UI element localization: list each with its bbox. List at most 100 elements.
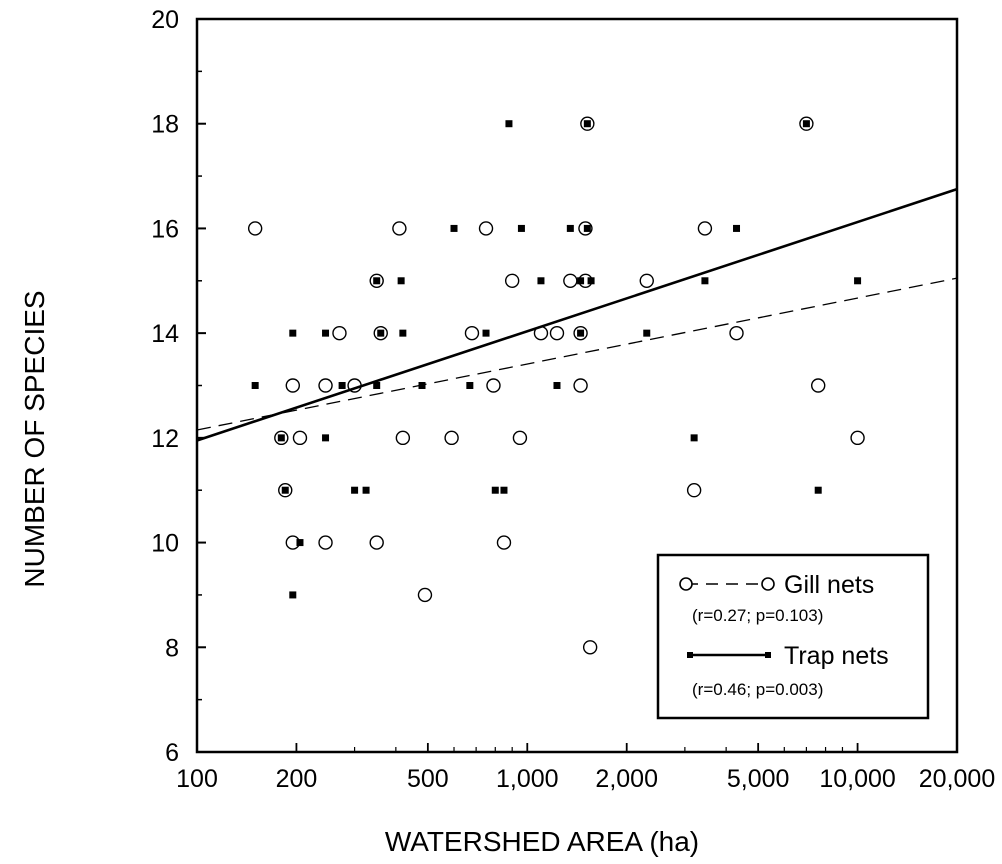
gill-nets-point [318, 378, 333, 393]
trap-nets-point [373, 382, 381, 389]
y-tick-label: 16 [151, 215, 179, 243]
gill-nets-point [850, 430, 865, 446]
x-tick-label: 100 [176, 765, 218, 793]
trap-nets-point [583, 224, 591, 232]
y-tick-label: 10 [151, 530, 179, 558]
x-tick-label: 10,000 [819, 765, 895, 793]
gill-nets-point [392, 221, 407, 236]
y-tick-label: 18 [151, 111, 179, 139]
trap-nets-point [854, 277, 862, 285]
x-axis-title: WATERSHED AREA (ha) [385, 826, 699, 857]
trap-nets-point [281, 486, 289, 494]
gill-nets-point [729, 325, 744, 341]
x-tick-label: 200 [276, 765, 318, 793]
legend-gill-circle-icon [761, 577, 775, 591]
gill-nets-point [496, 535, 512, 550]
gill-nets-point [332, 325, 347, 341]
trap-nets-point [362, 486, 370, 494]
y-tick-label: 6 [165, 739, 179, 767]
trap-nets-fit-line [196, 187, 958, 442]
x-tick-label: 2,000 [595, 765, 658, 793]
x-tick-label: 500 [407, 765, 449, 793]
trap-nets-point [466, 382, 474, 389]
gill-nets-point [533, 325, 549, 341]
trap-nets-point [517, 224, 525, 232]
gill-nets-point [285, 378, 300, 393]
gill-nets-point [347, 378, 362, 393]
trap-nets-point [418, 382, 426, 389]
legend-trap-square-icon [765, 652, 771, 658]
y-tick-label: 20 [151, 6, 179, 34]
legend-gill-stats: (r=0.27; p=0.103) [692, 606, 823, 625]
gill-nets-point [578, 221, 593, 236]
trap-nets-point [583, 120, 591, 128]
gill-nets-fit-line [196, 277, 958, 431]
y-tick-label: 14 [151, 320, 179, 348]
trap-nets-point [351, 486, 359, 494]
trap-nets-point [690, 434, 698, 442]
trap-nets-point [399, 329, 407, 337]
y-axis-title: NUMBER OF SPECIES [19, 290, 50, 587]
gill-nets-point [697, 221, 713, 236]
legend-box [656, 553, 930, 720]
trap-nets-point [289, 591, 297, 599]
gill-nets-point [274, 430, 289, 446]
gill-nets-point [563, 273, 578, 288]
trap-nets-point [277, 434, 285, 442]
trap-nets-point [553, 382, 561, 389]
gill-nets-point [444, 430, 459, 446]
trap-nets-point [587, 277, 595, 285]
trap-nets-point [296, 539, 304, 547]
trap-nets-point [491, 486, 499, 494]
trap-nets-point [450, 224, 458, 232]
gill-nets-point [486, 378, 501, 393]
gill-nets-point [478, 221, 494, 236]
trap-nets-point [537, 277, 545, 285]
trap-nets-point [643, 329, 651, 337]
gill-nets-point [369, 535, 384, 550]
trap-nets-point [397, 277, 405, 285]
trap-nets-point [322, 329, 330, 337]
gill-nets-point [582, 640, 598, 655]
x-tick-label: 5,000 [727, 765, 790, 793]
gill-nets-point [549, 325, 565, 341]
gill-nets-point [278, 483, 293, 498]
gill-nets-point [395, 430, 411, 446]
legend-trap-label: Trap nets [784, 642, 889, 670]
trap-nets-point [733, 224, 741, 232]
gill-nets-point [573, 378, 588, 393]
trap-nets-point [377, 329, 385, 337]
trap-nets-point [505, 120, 513, 128]
trap-nets-point [814, 486, 822, 494]
legend-trap-stats: (r=0.46; p=0.003) [692, 680, 823, 699]
gill-nets-point [799, 116, 814, 131]
gill-nets-point [369, 273, 384, 288]
gill-nets-point [686, 483, 702, 498]
legend-gill-circle-icon [679, 577, 693, 591]
plot-frame [195, 17, 959, 754]
trap-nets-point [577, 277, 585, 285]
gill-nets-point [464, 325, 480, 341]
gill-nets-point [318, 535, 333, 550]
trap-nets-point [566, 224, 574, 232]
trap-nets-point [577, 329, 585, 337]
gill-nets-point [580, 116, 595, 131]
trap-nets-point [338, 382, 346, 389]
trap-nets-point [289, 329, 297, 337]
gill-nets-point [417, 587, 433, 603]
trap-nets-point [373, 277, 381, 285]
gill-nets-point [373, 325, 388, 341]
gill-nets-point [811, 378, 826, 393]
trap-nets-point [701, 277, 709, 285]
x-tick-label: 20,000 [919, 765, 995, 793]
gill-nets-point [292, 430, 308, 446]
trap-nets-point [482, 329, 490, 337]
x-tick-label: 1,000 [496, 765, 559, 793]
gill-nets-point [504, 273, 520, 288]
trap-nets-point [322, 434, 330, 442]
gill-nets-point [512, 430, 528, 446]
trap-nets-point [251, 382, 259, 389]
legend-gill-label: Gill nets [784, 571, 874, 599]
y-tick-label: 8 [165, 634, 179, 662]
